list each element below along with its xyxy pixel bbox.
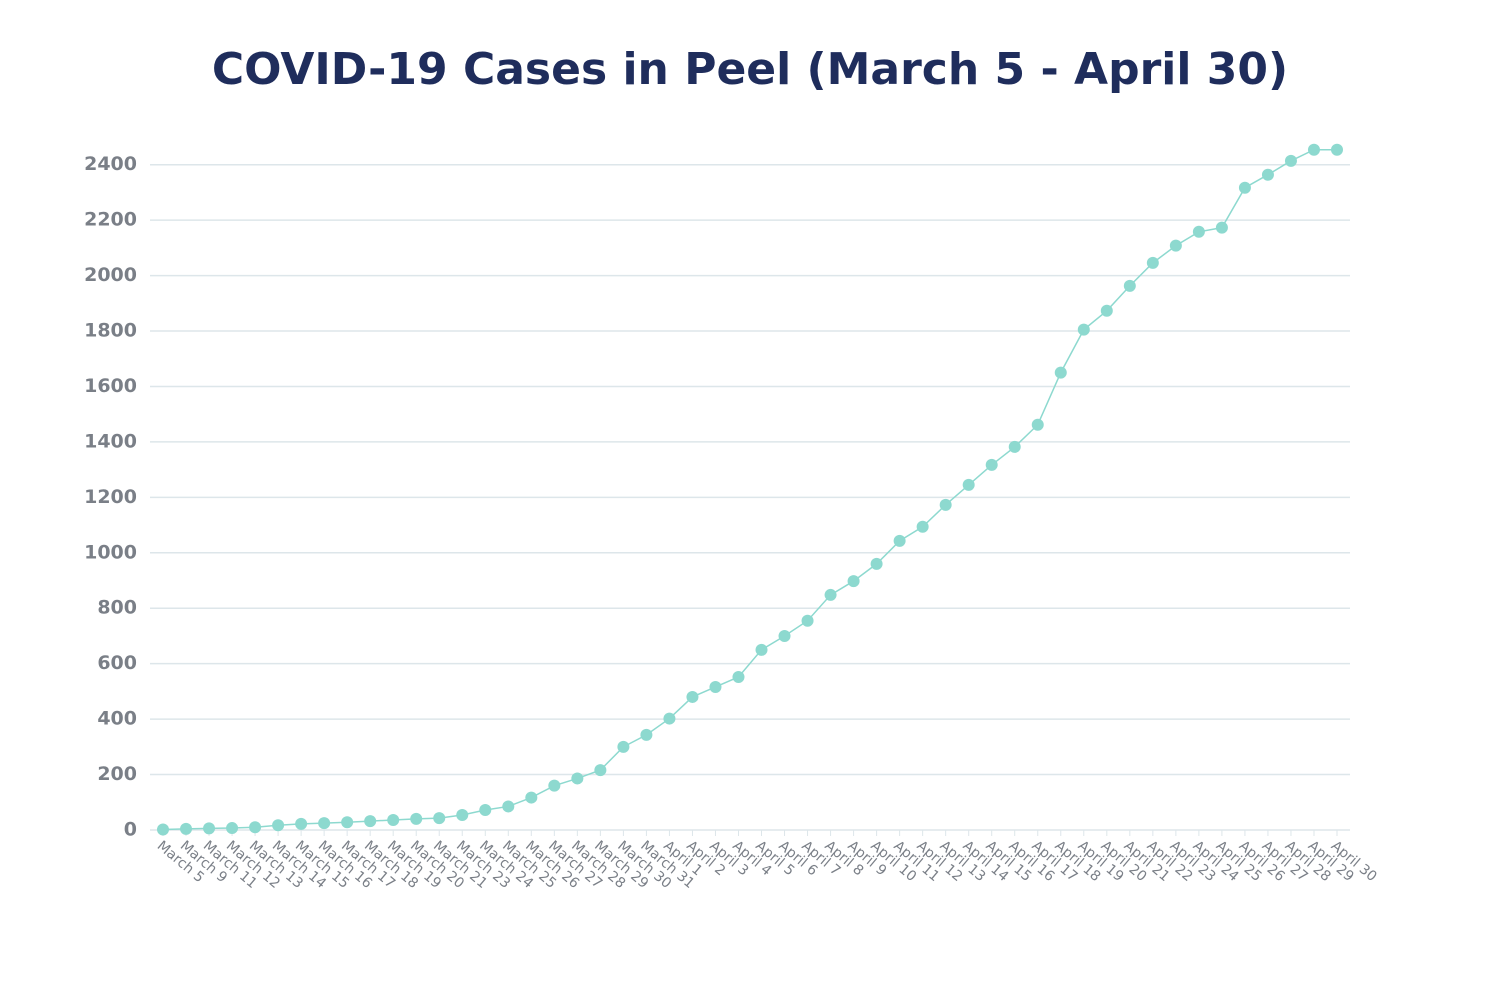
data-point: [387, 814, 400, 827]
data-point: [1054, 366, 1067, 379]
data-point: [985, 458, 998, 471]
data-point: [686, 690, 699, 703]
data-point: [272, 819, 285, 832]
data-point: [893, 534, 906, 547]
y-tick-label: 2200: [84, 209, 137, 231]
data-point: [433, 812, 446, 825]
y-tick-label: 1000: [84, 541, 137, 563]
data-point: [755, 643, 768, 656]
data-point: [824, 588, 837, 601]
data-point: [1215, 221, 1228, 234]
data-point: [663, 712, 676, 725]
data-point: [364, 815, 377, 828]
data-point: [571, 772, 584, 785]
y-tick-label: 1400: [84, 430, 137, 452]
y-tick-label: 0: [124, 819, 137, 841]
data-point: [1169, 239, 1182, 252]
data-point: [410, 812, 423, 825]
data-point: [778, 629, 791, 642]
data-point: [203, 822, 216, 835]
data-point: [157, 823, 169, 836]
data-point: [456, 809, 469, 822]
data-point: [732, 670, 745, 683]
data-point: [1123, 279, 1136, 292]
data-point: [916, 520, 929, 533]
data-point: [1146, 256, 1159, 269]
data-point: [180, 822, 193, 835]
data-point: [226, 822, 239, 835]
y-tick-label: 2400: [84, 153, 137, 175]
data-point: [1100, 304, 1113, 317]
data-point: [479, 804, 492, 817]
data-point: [801, 614, 814, 627]
data-point: [341, 816, 354, 829]
data-point: [617, 740, 630, 753]
y-tick-label: 1800: [84, 320, 137, 342]
data-point: [594, 764, 607, 777]
data-point: [1284, 154, 1297, 167]
data-point: [870, 557, 883, 570]
data-line: [162, 149, 1337, 831]
data-point: [847, 575, 860, 588]
data-point: [1307, 143, 1320, 156]
data-point: [502, 800, 515, 813]
y-tick-label: 200: [97, 763, 137, 785]
data-point: [939, 498, 952, 511]
y-tick-label: 400: [97, 708, 137, 730]
data-point: [1192, 225, 1205, 238]
data-point: [1331, 143, 1343, 156]
y-tick-label: 1600: [84, 375, 137, 397]
y-tick-label: 800: [97, 597, 137, 619]
data-point: [962, 478, 975, 491]
data-point: [640, 728, 653, 741]
chart-title: COVID-19 Cases in Peel (March 5 - April …: [212, 44, 1288, 95]
data-point: [548, 779, 561, 792]
data-point: [318, 817, 331, 830]
y-tick-label: 600: [97, 652, 137, 674]
y-tick-label: 1200: [84, 486, 137, 508]
data-point: [709, 680, 722, 693]
y-tick-label: 2000: [84, 264, 137, 286]
data-point: [525, 791, 538, 804]
data-point: [1077, 323, 1090, 336]
data-point: [1031, 418, 1044, 431]
data-point: [1261, 168, 1274, 181]
data-point: [295, 817, 308, 830]
data-point: [1008, 440, 1021, 453]
data-point: [1238, 181, 1251, 194]
data-point: [249, 821, 262, 834]
